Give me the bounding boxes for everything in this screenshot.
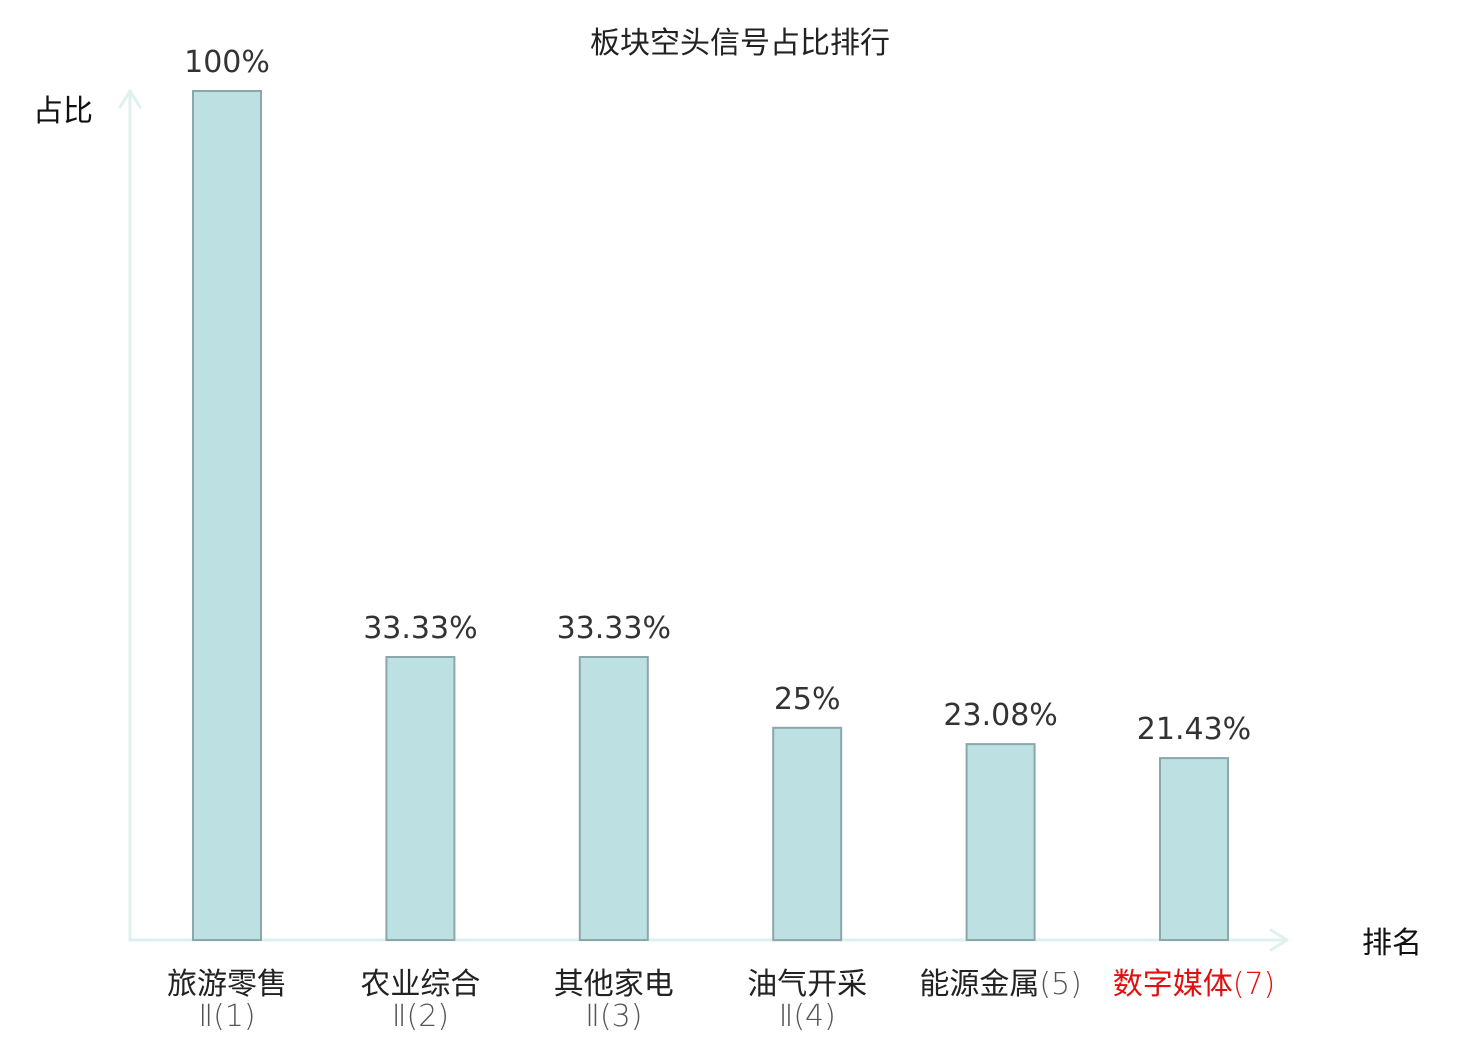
category-suffix-1: Ⅱ(1) — [198, 999, 255, 1034]
category-name-1: 旅游零售 — [167, 967, 287, 1002]
axes — [118, 89, 1289, 952]
category-name-3: 其他家电 — [554, 967, 674, 1002]
category-name-4: 油气开采 — [747, 967, 867, 1002]
category-name-5: 能源金属 — [919, 967, 1039, 1002]
category-suffix-3: Ⅱ(3) — [585, 999, 642, 1034]
value-label-2: 33.33% — [363, 611, 477, 646]
bar-2 — [385, 656, 456, 941]
y-axis-arrow — [118, 89, 142, 109]
value-label-6: 21.43% — [1137, 712, 1251, 747]
bar-3 — [578, 656, 649, 941]
bar-5 — [965, 743, 1036, 941]
category-suffix-4: Ⅱ(4) — [779, 999, 836, 1034]
category-suffix-5: (5) — [1039, 967, 1082, 1002]
value-label-1: 100% — [184, 45, 270, 80]
value-label-3: 33.33% — [557, 611, 671, 646]
chart-title: 板块空头信号占比排行 — [590, 26, 890, 61]
value-labels: 100% 33.33% 33.33% 25% 23.08% 21.43% — [184, 45, 1251, 747]
category-label-5: 能源金属(5) — [919, 967, 1082, 1002]
x-axis-label: 排名 — [1362, 926, 1422, 961]
value-label-4: 25% — [774, 682, 841, 717]
category-name-6: 数字媒体 — [1113, 967, 1233, 1002]
bar-1 — [192, 90, 262, 941]
category-label-6: 数字媒体(7) — [1113, 967, 1276, 1002]
y-axis-label: 占比 — [33, 94, 93, 129]
x-axis-arrow — [1269, 928, 1289, 952]
bars — [192, 90, 1229, 942]
category-name-2: 农业综合 — [360, 967, 480, 1002]
category-suffix-2: Ⅱ(2) — [392, 999, 449, 1034]
bar-6 — [1159, 757, 1229, 941]
category-suffix-6: (7) — [1233, 967, 1276, 1002]
bar-4 — [772, 726, 843, 942]
value-label-5: 23.08% — [943, 698, 1057, 733]
